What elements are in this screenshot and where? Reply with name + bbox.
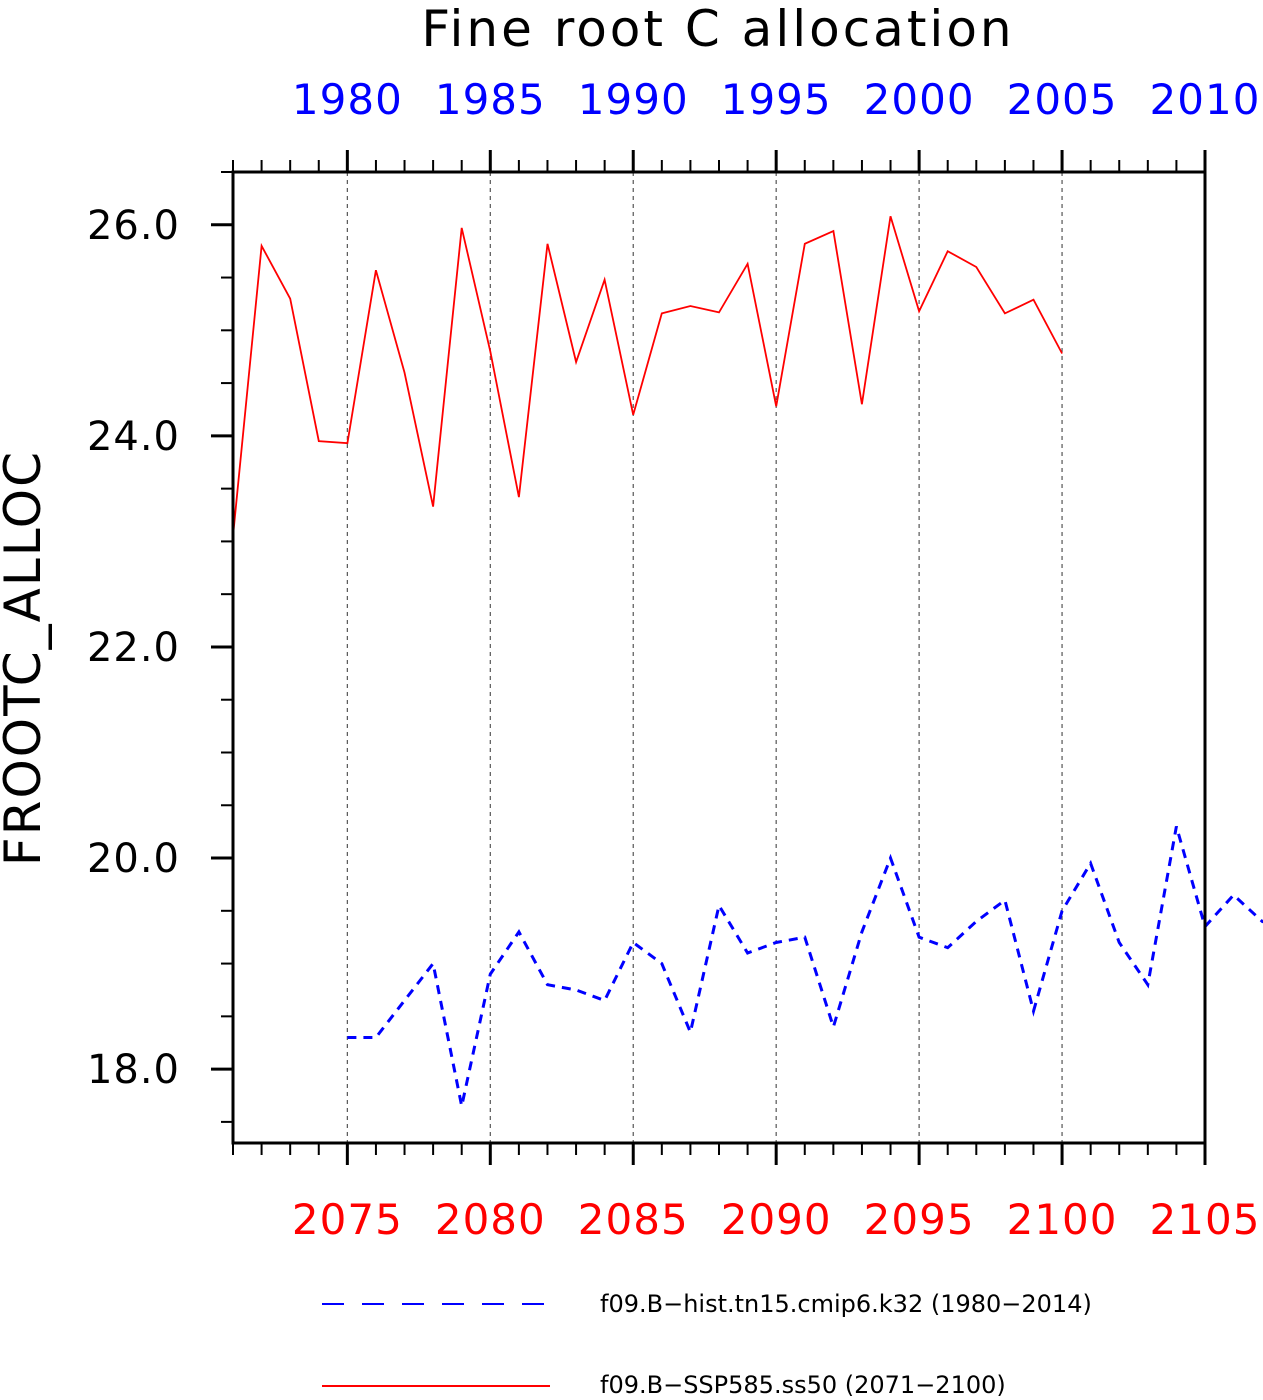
legend-label-ssp: f09.B−SSP585.ss50 (2071−2100) — [600, 1371, 1006, 1399]
series-line-hist — [347, 825, 1263, 1107]
series-line-ssp — [232, 216, 1063, 537]
y-axis-label: FROOTC_ALLOC — [0, 450, 52, 866]
top-axis-tick-label: 2005 — [1007, 75, 1118, 124]
y-axis-tick-label: 22.0 — [87, 625, 180, 671]
bottom-axis-tick-label: 2105 — [1150, 1195, 1261, 1244]
bottom-axis-tick-label: 2080 — [435, 1195, 546, 1244]
legend: f09.B−hist.tn15.cmip6.k32 (1980−2014) f0… — [322, 1290, 1092, 1399]
top-axis-tick-label: 1990 — [578, 75, 689, 124]
legend-label-hist: f09.B−hist.tn15.cmip6.k32 (1980−2014) — [600, 1290, 1092, 1318]
top-axis: 1980 1985 1990 1995 2000 2005 2010 — [232, 75, 1261, 174]
top-axis-tick-label: 1980 — [292, 75, 403, 124]
plot-series — [232, 216, 1263, 1107]
bottom-axis-tick-label: 2085 — [578, 1195, 689, 1244]
bottom-axis-tick-label: 2090 — [721, 1195, 832, 1244]
top-axis-tick-label: 1985 — [435, 75, 546, 124]
top-axis-tick-label: 2010 — [1150, 75, 1261, 124]
y-axis-tick-label: 20.0 — [87, 836, 180, 882]
plot-frame — [231, 170, 1207, 1145]
grid-lines — [346, 172, 1063, 1143]
bottom-axis-tick-label: 2100 — [1007, 1195, 1118, 1244]
top-axis-tick-label: 2000 — [864, 75, 975, 124]
y-axis-tick-label: 18.0 — [87, 1047, 180, 1093]
top-axis-tick-label: 1995 — [721, 75, 832, 124]
y-axis: 18.0 20.0 22.0 24.0 26.0 — [87, 171, 233, 1123]
y-axis-tick-label: 24.0 — [87, 414, 180, 460]
bottom-axis-tick-label: 2095 — [864, 1195, 975, 1244]
bottom-axis: 2075 2080 2085 2090 2095 2100 2105 — [232, 1143, 1261, 1244]
chart-title: Fine root C allocation — [421, 0, 1014, 58]
y-axis-tick-label: 26.0 — [87, 203, 180, 249]
bottom-axis-tick-label: 2075 — [292, 1195, 403, 1244]
